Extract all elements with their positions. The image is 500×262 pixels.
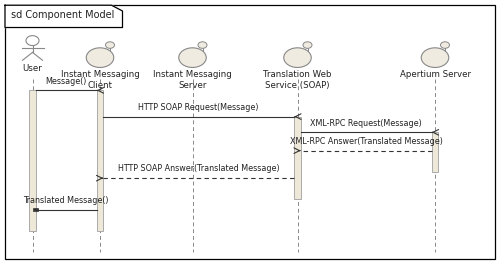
Ellipse shape	[421, 48, 449, 67]
Text: Message(): Message()	[46, 77, 87, 86]
Ellipse shape	[303, 42, 312, 48]
Text: HTTP SOAP Answer(Translated Message): HTTP SOAP Answer(Translated Message)	[118, 165, 280, 173]
Text: sd Component Model: sd Component Model	[11, 10, 115, 20]
Bar	[432, 132, 438, 172]
Text: XML-RPC Answer(Translated Message): XML-RPC Answer(Translated Message)	[290, 137, 442, 146]
Ellipse shape	[440, 42, 450, 48]
Text: Translated Message(): Translated Message()	[24, 196, 109, 205]
Text: Translation Web
Service (SOAP): Translation Web Service (SOAP)	[263, 70, 332, 90]
Text: Instant Messaging
Server: Instant Messaging Server	[153, 70, 232, 90]
Ellipse shape	[198, 42, 207, 48]
Text: XML-RPC Request(Message): XML-RPC Request(Message)	[310, 119, 422, 128]
Polygon shape	[5, 5, 122, 28]
Bar	[97, 90, 103, 231]
Bar	[33, 208, 38, 211]
Ellipse shape	[179, 48, 206, 67]
Ellipse shape	[86, 48, 114, 67]
Ellipse shape	[106, 42, 114, 48]
Text: Instant Messaging
Client: Instant Messaging Client	[60, 70, 140, 90]
Text: User: User	[22, 64, 42, 73]
Ellipse shape	[284, 48, 311, 67]
Bar	[294, 117, 301, 199]
Text: Apertium Server: Apertium Server	[400, 70, 470, 79]
Text: HTTP SOAP Request(Message): HTTP SOAP Request(Message)	[138, 103, 259, 112]
Ellipse shape	[26, 36, 39, 46]
Bar	[29, 90, 36, 231]
